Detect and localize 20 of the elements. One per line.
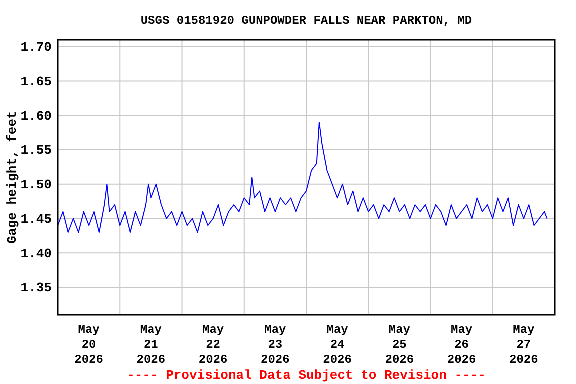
x-tick-label: May 24 2026 [323,323,352,367]
y-tick-label: 1.35 [20,280,52,296]
y-tick-label: 1.45 [20,212,52,227]
y-tick-label: 1.70 [20,40,52,56]
y-tick-label: 1.65 [20,74,52,90]
x-tick-label: May 20 2026 [74,323,104,367]
x-tick-label: May 22 2026 [198,323,228,367]
y-axis-title: Gage height, feet [5,111,20,244]
chart-title: USGS 01581920 GUNPOWDER FALLS NEAR PARKTON, MD [140,14,472,28]
y-tick-label: 1.40 [20,246,52,262]
y-tick-label: 1.50 [20,178,52,193]
y-tick-label: 1.60 [20,108,52,124]
y-tick-label: 1.55 [20,143,52,158]
x-tick-label: May 21 2026 [136,323,166,367]
x-tick-label: May 26 2026 [447,323,476,367]
text: ---- Provisional Data Subject to Revision ---- [127,368,486,383]
x-tick-label: May 23 2026 [261,323,290,367]
line-series [58,122,548,233]
x-tick-label: May 25 2026 [385,323,414,367]
x-tick-label: May 27 2026 [510,323,538,367]
